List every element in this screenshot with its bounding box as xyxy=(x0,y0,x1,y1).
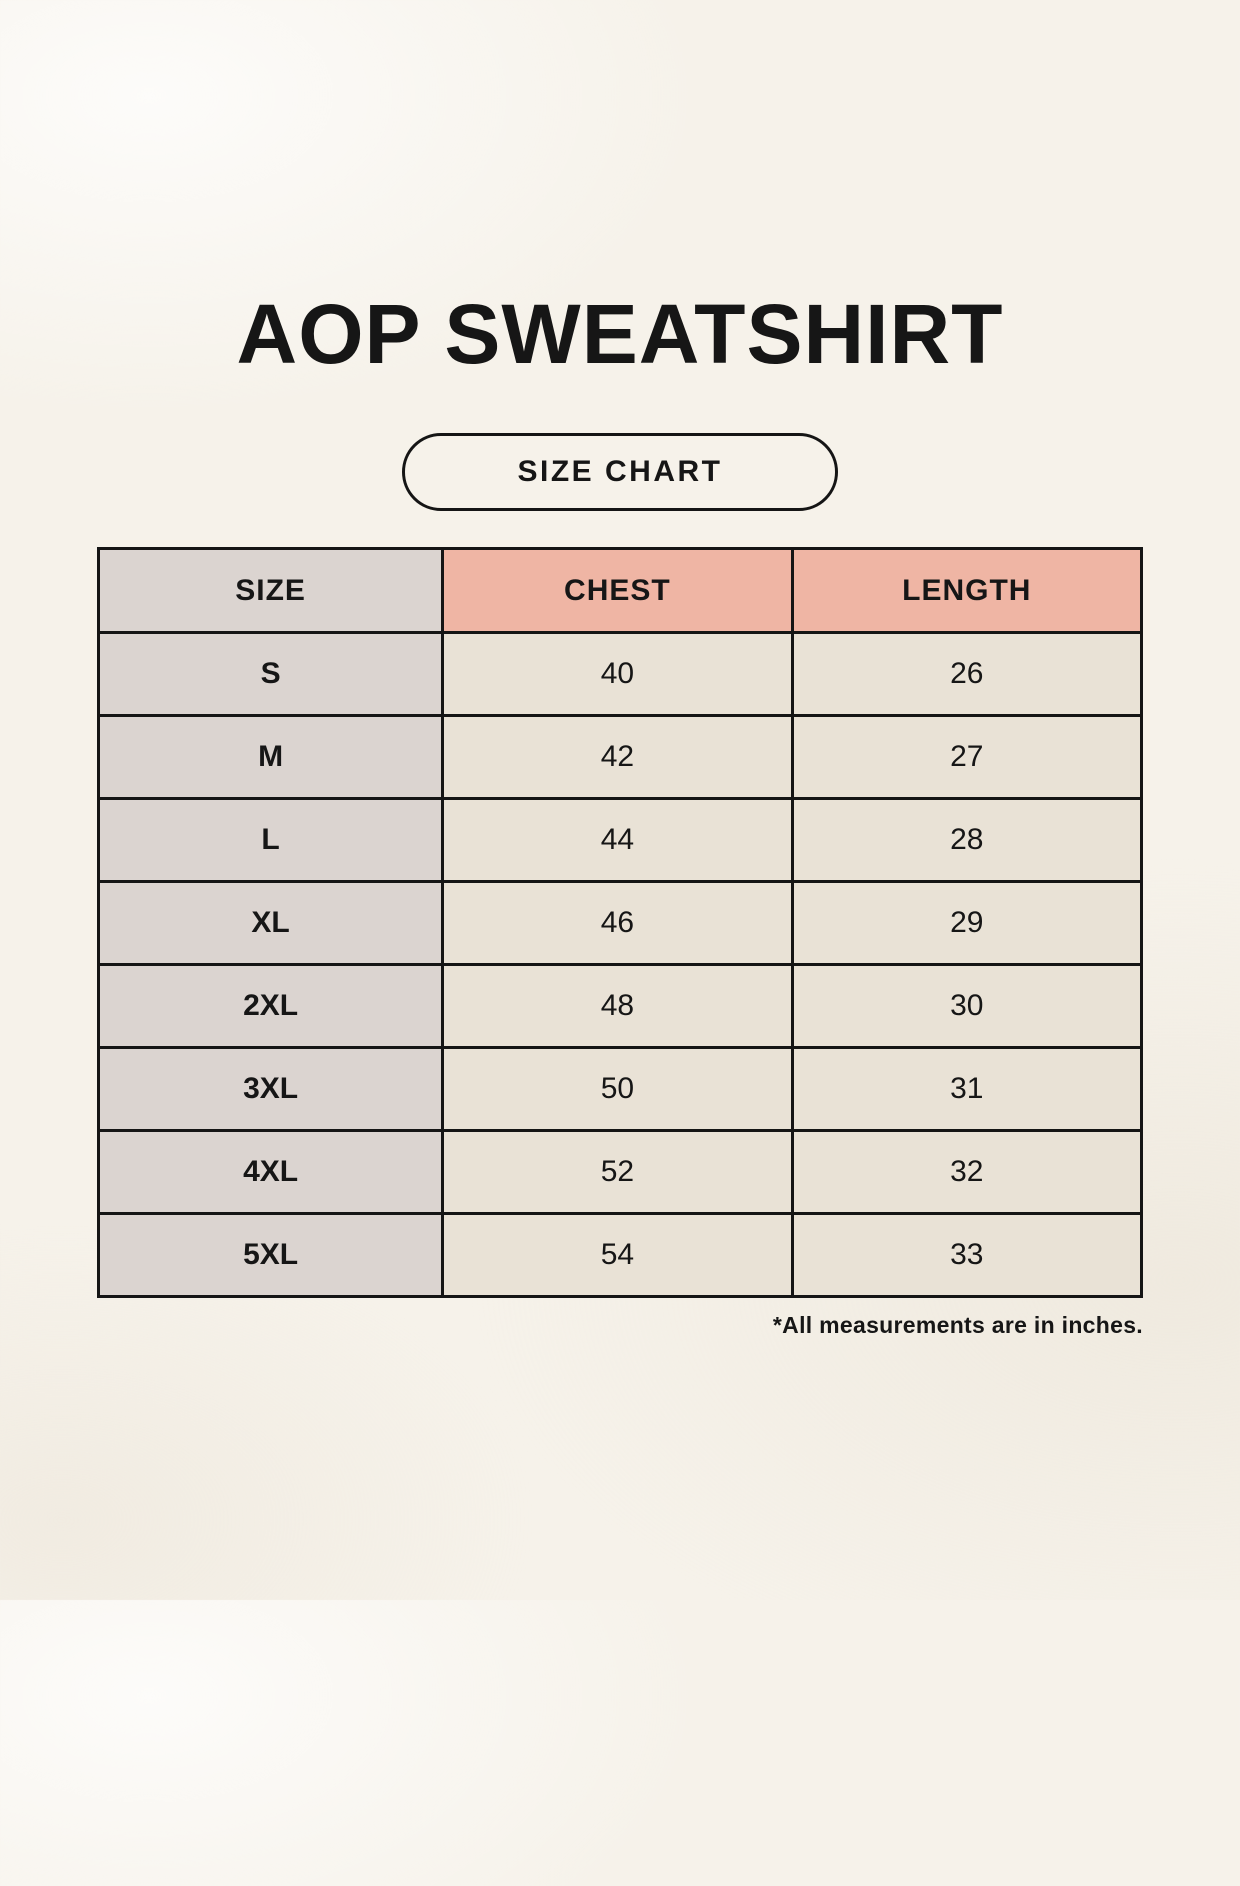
table-row: 3XL 50 31 xyxy=(96,1046,1144,1132)
chest-value: 52 xyxy=(441,1129,794,1215)
table-header-row: SIZE CHEST LENGTH xyxy=(96,547,1144,634)
page-title: AOP SWEATSHIRT xyxy=(236,287,1004,381)
chest-value: 40 xyxy=(441,631,794,717)
length-value: 31 xyxy=(790,1046,1144,1132)
size-chart-badge-label: SIZE CHART xyxy=(517,455,723,488)
size-chart-badge: SIZE CHART xyxy=(402,433,838,511)
table-row: L 44 28 xyxy=(96,797,1144,883)
length-value: 27 xyxy=(790,714,1144,800)
size-label: S xyxy=(96,631,445,717)
table-row: 5XL 54 33 xyxy=(96,1212,1144,1298)
chest-value: 50 xyxy=(441,1046,794,1132)
chest-value: 44 xyxy=(441,797,794,883)
table-row: 2XL 48 30 xyxy=(96,963,1144,1049)
size-chart-page: AOP SWEATSHIRT SIZE CHART SIZE CHEST LEN… xyxy=(0,286,1240,1886)
size-table-container: SIZE CHEST LENGTH S 40 26 M 42 27 L xyxy=(96,547,1144,1339)
chest-value: 54 xyxy=(441,1212,794,1298)
size-table: SIZE CHEST LENGTH S 40 26 M 42 27 L xyxy=(96,547,1144,1298)
column-header-length: LENGTH xyxy=(790,547,1144,634)
size-label: 3XL xyxy=(96,1046,445,1132)
size-label: XL xyxy=(96,880,445,966)
size-label: L xyxy=(96,797,445,883)
length-value: 29 xyxy=(790,880,1144,966)
column-header-chest: CHEST xyxy=(441,547,794,634)
size-label: M xyxy=(96,714,445,800)
size-label: 4XL xyxy=(96,1129,445,1215)
length-value: 32 xyxy=(790,1129,1144,1215)
chest-value: 46 xyxy=(441,880,794,966)
table-row: S 40 26 xyxy=(96,631,1144,717)
measurements-footnote: *All measurements are in inches. xyxy=(772,1312,1143,1338)
length-value: 28 xyxy=(790,797,1144,883)
chest-value: 42 xyxy=(441,714,794,800)
size-label: 5XL xyxy=(96,1212,445,1298)
column-header-size: SIZE xyxy=(96,547,445,634)
length-value: 26 xyxy=(790,631,1144,717)
table-row: 4XL 52 32 xyxy=(96,1129,1144,1215)
size-label: 2XL xyxy=(96,963,445,1049)
length-value: 33 xyxy=(790,1212,1144,1298)
length-value: 30 xyxy=(790,963,1144,1049)
table-row: M 42 27 xyxy=(96,714,1144,800)
chest-value: 48 xyxy=(441,963,794,1049)
table-row: XL 46 29 xyxy=(96,880,1144,966)
